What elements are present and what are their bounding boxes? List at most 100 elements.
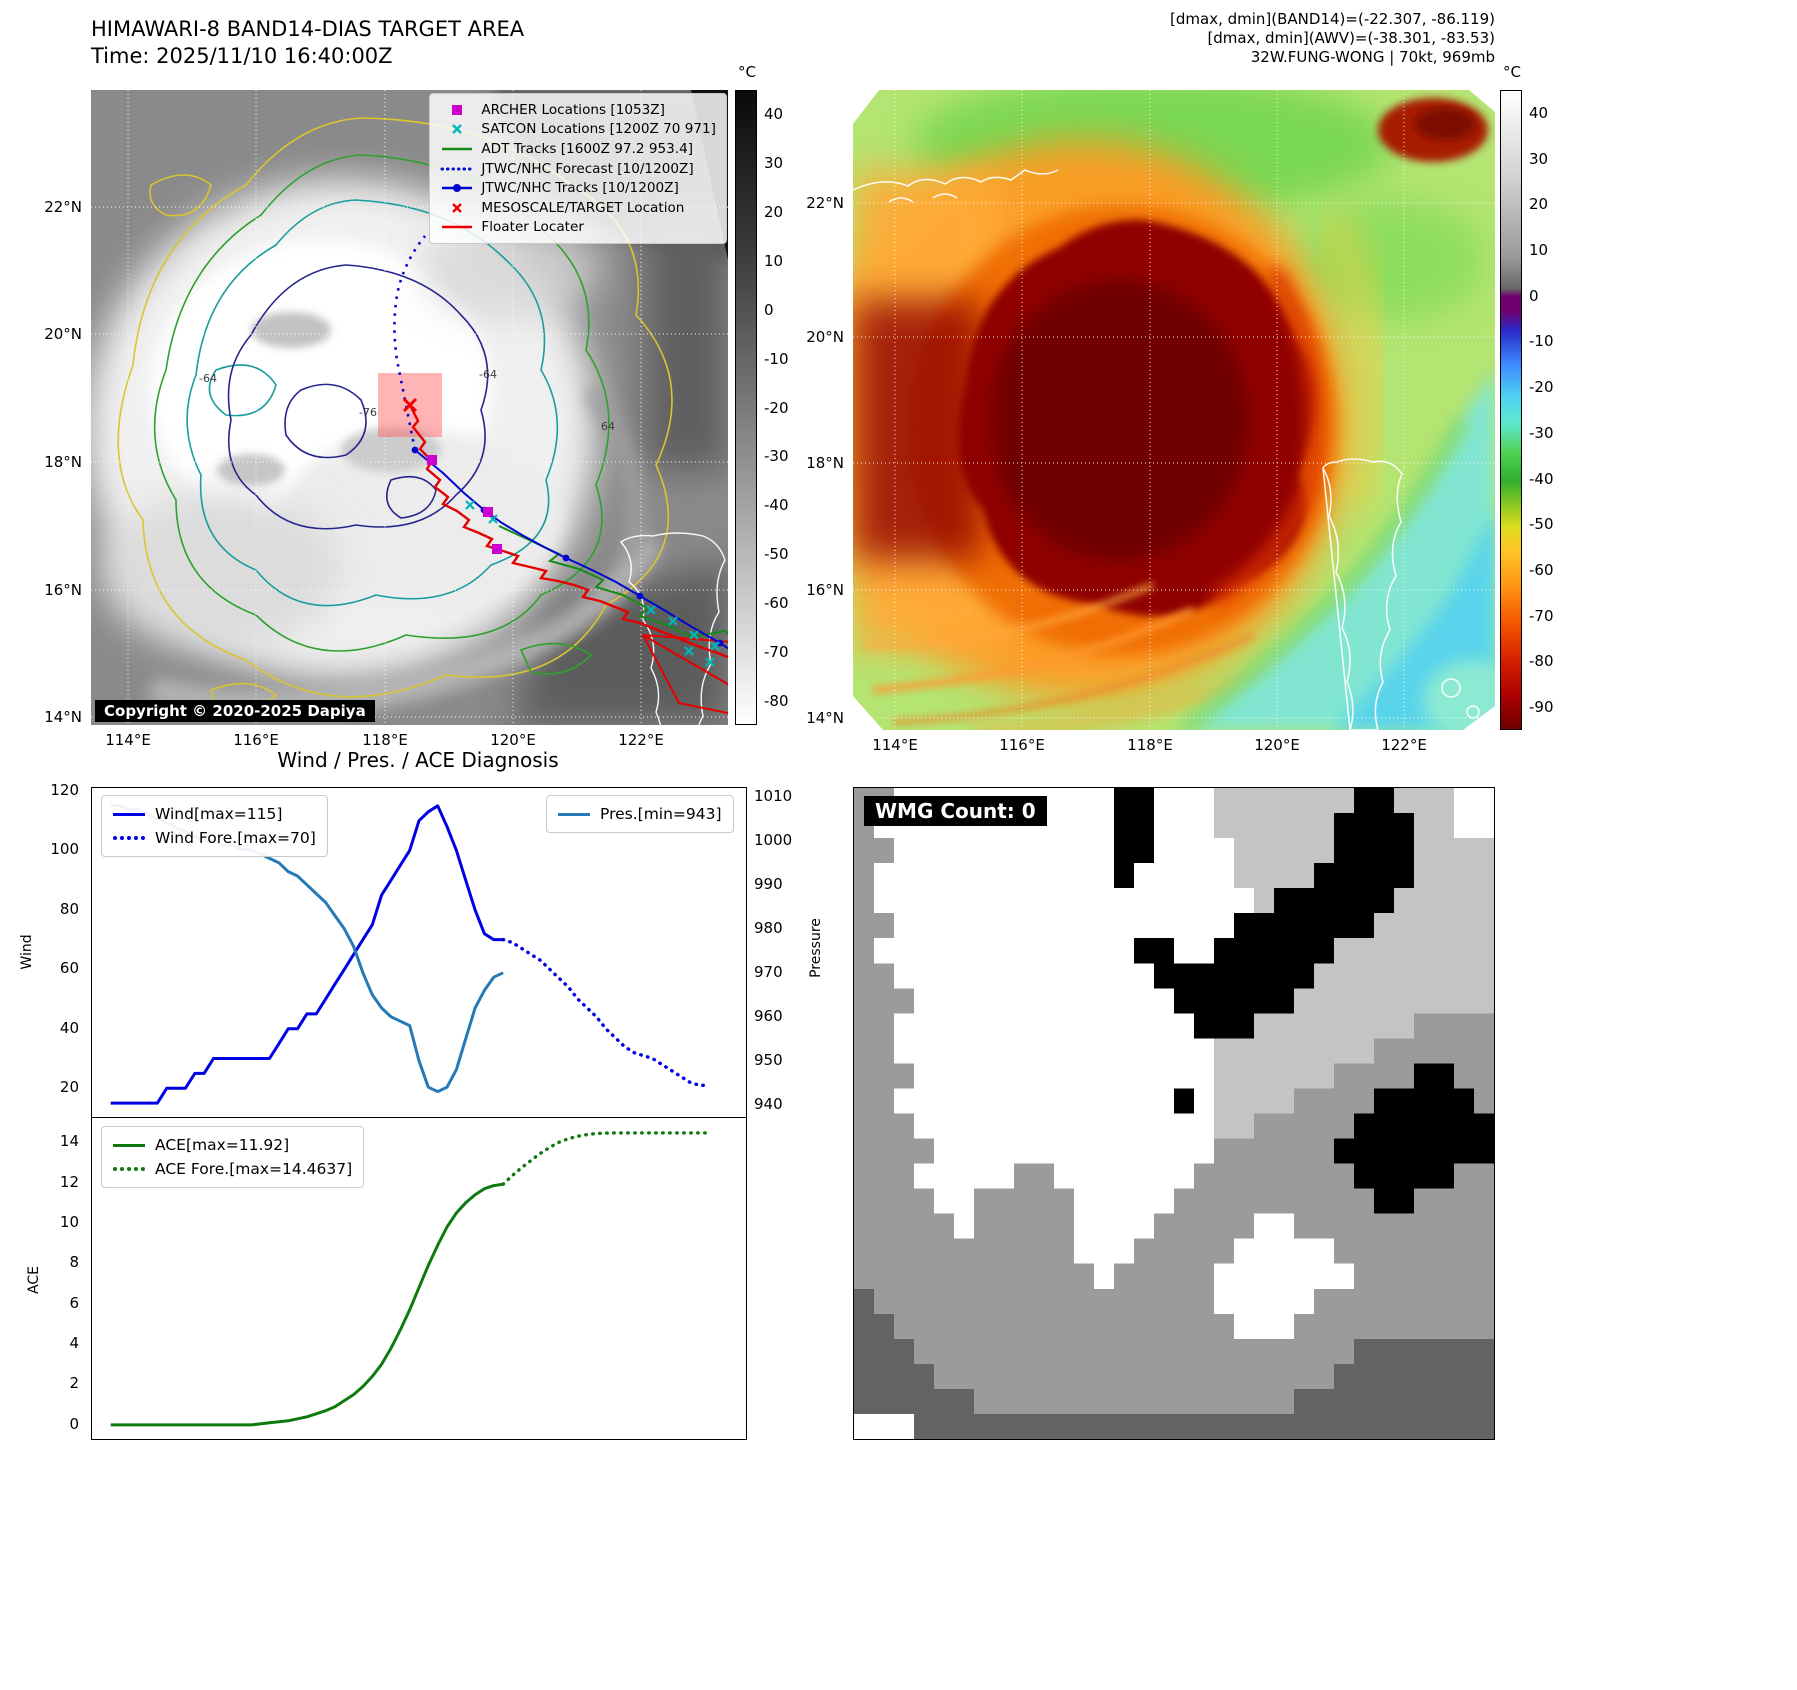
axis-tick-label: 18°N — [44, 453, 82, 471]
legend-label: Wind[max=115] — [155, 805, 283, 823]
legend-label: ADT Tracks [1600Z 97.2 953.4] — [481, 140, 694, 157]
coastline — [853, 169, 1480, 730]
legend-label: Pres.[min=943] — [600, 805, 722, 823]
wind-axis-ticks: 120 100 80 60 40 20 — [40, 781, 84, 1117]
axis-tick-label: 122°E — [1381, 736, 1427, 754]
pressure-line-swatch — [558, 812, 590, 816]
chart-tick-label: 120 — [50, 780, 79, 799]
axis-tick-label: 122°E — [618, 731, 664, 749]
ir-satellite-image — [853, 90, 1495, 730]
legend-label: MESOSCALE/TARGET Location — [481, 199, 685, 216]
axis-tick-label: 20°N — [806, 328, 844, 346]
svg-text:-64: -64 — [199, 372, 217, 385]
square-marker — [452, 104, 463, 115]
colorbar-tick-label: -30 — [1529, 423, 1554, 442]
ace-axis-label: ACE — [26, 1266, 42, 1294]
copyright-badge: Copyright © 2020-2025 Dapiya — [95, 700, 375, 722]
legend-item: Wind Fore.[max=70] — [113, 826, 316, 850]
wmg-count-badge: WMG Count: 0 — [864, 796, 1047, 826]
series-line — [110, 1182, 504, 1427]
colorbar-tick-label: 30 — [1529, 149, 1549, 168]
legend-item: Floater Locater — [440, 218, 716, 238]
colorbar-unit-label: °C — [1503, 63, 1521, 81]
band14-title-block: HIMAWARI-8 BAND14-DIAS TARGET AREA Time:… — [91, 16, 524, 70]
chart-tick-label: 8 — [69, 1253, 79, 1272]
target-location-marker — [402, 397, 418, 413]
axis-tick-label: 114°E — [105, 731, 151, 749]
ir-header-line-2: [dmax, dmin](AWV)=(-38.301, -83.53) — [1207, 29, 1495, 47]
ir-color-field — [853, 90, 1495, 730]
colorbar-tick-label: 10 — [764, 251, 784, 270]
legend-label: JTWC/NHC Forecast [10/1200Z] — [481, 160, 694, 177]
colorbar-tick-label: -40 — [1529, 469, 1554, 488]
legend-item: SATCON Locations [1200Z 70 971] — [440, 120, 716, 140]
line-marker — [442, 147, 473, 151]
forecast-fan — [641, 633, 728, 715]
chart-tick-label: 12 — [59, 1172, 79, 1191]
adt-track — [498, 525, 728, 639]
axis-tick-label: 14°N — [44, 708, 82, 726]
colorbar-gradient — [735, 90, 757, 725]
legend-item: JTWC/NHC Forecast [10/1200Z] — [440, 159, 716, 179]
chart-tick-label: 1000 — [754, 830, 793, 849]
colorbar-tick-label: 40 — [1529, 103, 1549, 122]
axis-tick-label: 116°E — [999, 736, 1045, 754]
band14-colorbar: °C 40 30 20 10 0 -10 -20 -30 -40 -50 -60 -70 -80 — [735, 63, 809, 725]
axis-tick-label: 116°E — [233, 731, 279, 749]
pressure-legend: Pres.[min=943] — [546, 795, 734, 833]
ir-header: [dmax, dmin](BAND14)=(-22.307, -86.119) … — [1050, 10, 1495, 67]
wind-forecast-swatch — [113, 836, 145, 840]
colorbar-tick-label: -40 — [764, 496, 789, 515]
chart-tick-label: 950 — [754, 1050, 783, 1069]
axis-tick-label: 118°E — [362, 731, 408, 749]
series-line — [110, 804, 504, 1105]
band14-lat-ticks: 22°N 20°N 18°N 16°N 14°N — [40, 90, 86, 726]
temperature-contours — [117, 117, 673, 715]
wind-line-swatch — [113, 812, 145, 816]
axis-tick-label: 22°N — [806, 194, 844, 212]
contour-value-labels: -64 -76 -64 64 — [199, 368, 615, 433]
x-marker — [452, 124, 463, 135]
pressure-axis-ticks: 1010 1000 990 980 970 960 950 940 — [751, 787, 797, 1117]
colorbar-unit-label: °C — [738, 63, 756, 81]
ir-lon-ticks: 114°E 116°E 118°E 120°E 122°E — [853, 732, 1495, 756]
axis-tick-label: 114°E — [872, 736, 918, 754]
wmg-panel: WMG Count: 0 — [853, 787, 1495, 1440]
line-marker — [442, 226, 473, 229]
colorbar-tick-label: 0 — [764, 300, 774, 319]
legend-item: ACE Fore.[max=14.4637] — [113, 1157, 352, 1181]
diagnosis-title: Wind / Pres. / ACE Diagnosis — [277, 748, 559, 772]
colorbar-tick-label: -60 — [764, 593, 789, 612]
colorbar-tick-label: 20 — [1529, 195, 1549, 214]
band14-legend: ARCHER Locations [1053Z] SATCON Locations… — [429, 93, 727, 245]
legend-item: MESOSCALE/TARGET Location — [440, 198, 716, 218]
legend-item: ARCHER Locations [1053Z] — [440, 100, 716, 120]
ace-plot — [110, 1131, 711, 1427]
colorbar-tick-label: 0 — [1529, 286, 1539, 305]
legend-item: ADT Tracks [1600Z 97.2 953.4] — [440, 139, 716, 159]
colorbar-tick-label: -80 — [1529, 652, 1554, 671]
legend-label: ACE[max=11.92] — [155, 1136, 290, 1154]
legend-item: Pres.[min=943] — [558, 802, 722, 826]
chart-tick-label: 10 — [59, 1212, 79, 1231]
colorbar-tick-label: -80 — [764, 691, 789, 710]
colorbar-tick-label: -10 — [1529, 332, 1554, 351]
series-line — [501, 1131, 711, 1186]
chart-tick-label: 100 — [50, 840, 79, 859]
colorbar-tick-label: -70 — [764, 642, 789, 661]
legend-label: SATCON Locations [1200Z 70 971] — [481, 121, 716, 138]
dotted-marker — [440, 167, 474, 171]
band14-time: Time: 2025/11/10 16:40:00Z — [91, 44, 393, 68]
x-marker — [452, 202, 463, 213]
colorbar-tick-label: -50 — [764, 545, 789, 564]
pressure-axis-label: Pressure — [808, 918, 824, 978]
colorbar-tick-label: -30 — [764, 447, 789, 466]
axis-tick-label: 120°E — [1254, 736, 1300, 754]
cloud-mass — [91, 180, 663, 717]
legend-item: Wind[max=115] — [113, 802, 316, 826]
ace-line-swatch — [113, 1143, 145, 1147]
chart-tick-label: 60 — [59, 959, 79, 978]
chart-tick-label: 4 — [69, 1334, 79, 1353]
chart-tick-label: 970 — [754, 962, 783, 981]
